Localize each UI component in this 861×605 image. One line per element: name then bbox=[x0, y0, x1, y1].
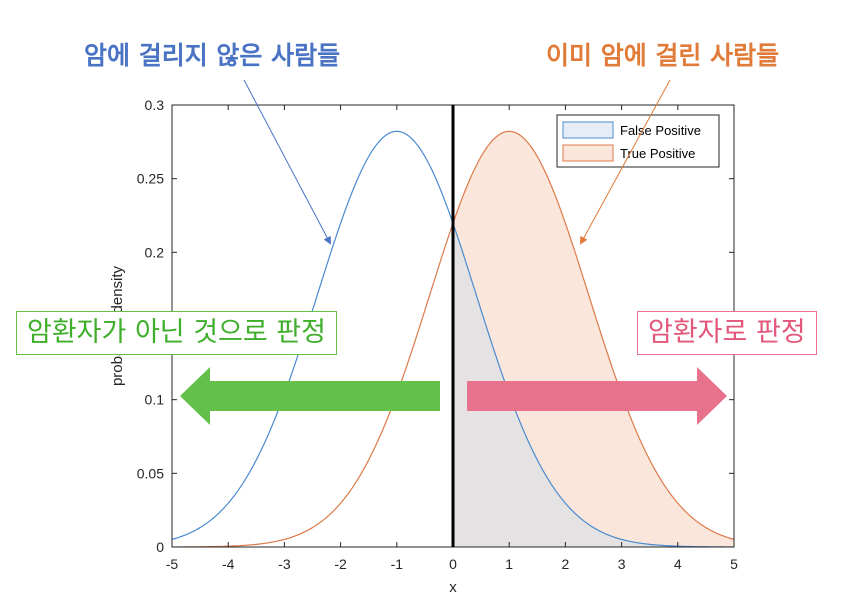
x-axis-label: x bbox=[449, 579, 457, 596]
right-arrow-pink bbox=[467, 367, 727, 425]
x-tick-label: -5 bbox=[166, 556, 179, 572]
negative-judgement-box: 암환자가 아닌 것으로 판정 bbox=[16, 311, 337, 355]
y-tick-label: 0 bbox=[156, 539, 164, 555]
y-tick-label: 0.25 bbox=[137, 171, 164, 187]
x-tick-label: -4 bbox=[222, 556, 235, 572]
cancer-title: 이미 암에 걸린 사람들 bbox=[546, 41, 780, 70]
x-tick-label: -1 bbox=[391, 556, 404, 572]
x-tick-label: 2 bbox=[562, 556, 570, 572]
x-tick-label: 5 bbox=[730, 556, 738, 572]
legend-label-true-positive: True Positive bbox=[620, 146, 695, 161]
x-tick-label: 3 bbox=[618, 556, 626, 572]
x-tick-label: 4 bbox=[674, 556, 682, 572]
y-tick-label: 0.1 bbox=[145, 392, 165, 408]
legend-swatch-false-positive bbox=[562, 121, 614, 139]
y-tick-label: 0.05 bbox=[137, 465, 164, 481]
left-arrow-green bbox=[180, 367, 440, 425]
x-tick-label: -2 bbox=[334, 556, 347, 572]
legend-label-false-positive: False Positive bbox=[620, 123, 701, 138]
legend-swatch-true-positive bbox=[562, 144, 614, 162]
positive-judgement-box: 암환자로 판정 bbox=[637, 311, 817, 355]
annotation-arrow-orange bbox=[580, 79, 671, 245]
x-tick-label: 1 bbox=[505, 556, 513, 572]
y-tick-label: 0.3 bbox=[145, 97, 165, 113]
x-tick-label: -3 bbox=[278, 556, 291, 572]
false-positive-area bbox=[453, 223, 734, 548]
x-tick-label: 0 bbox=[449, 556, 457, 572]
y-tick-label: 0.2 bbox=[145, 244, 165, 260]
legend: False Positive True Positive bbox=[556, 114, 720, 168]
annotation-arrow-blue bbox=[243, 79, 331, 245]
not-cancer-title: 암에 걸리지 않은 사람들 bbox=[84, 41, 341, 70]
